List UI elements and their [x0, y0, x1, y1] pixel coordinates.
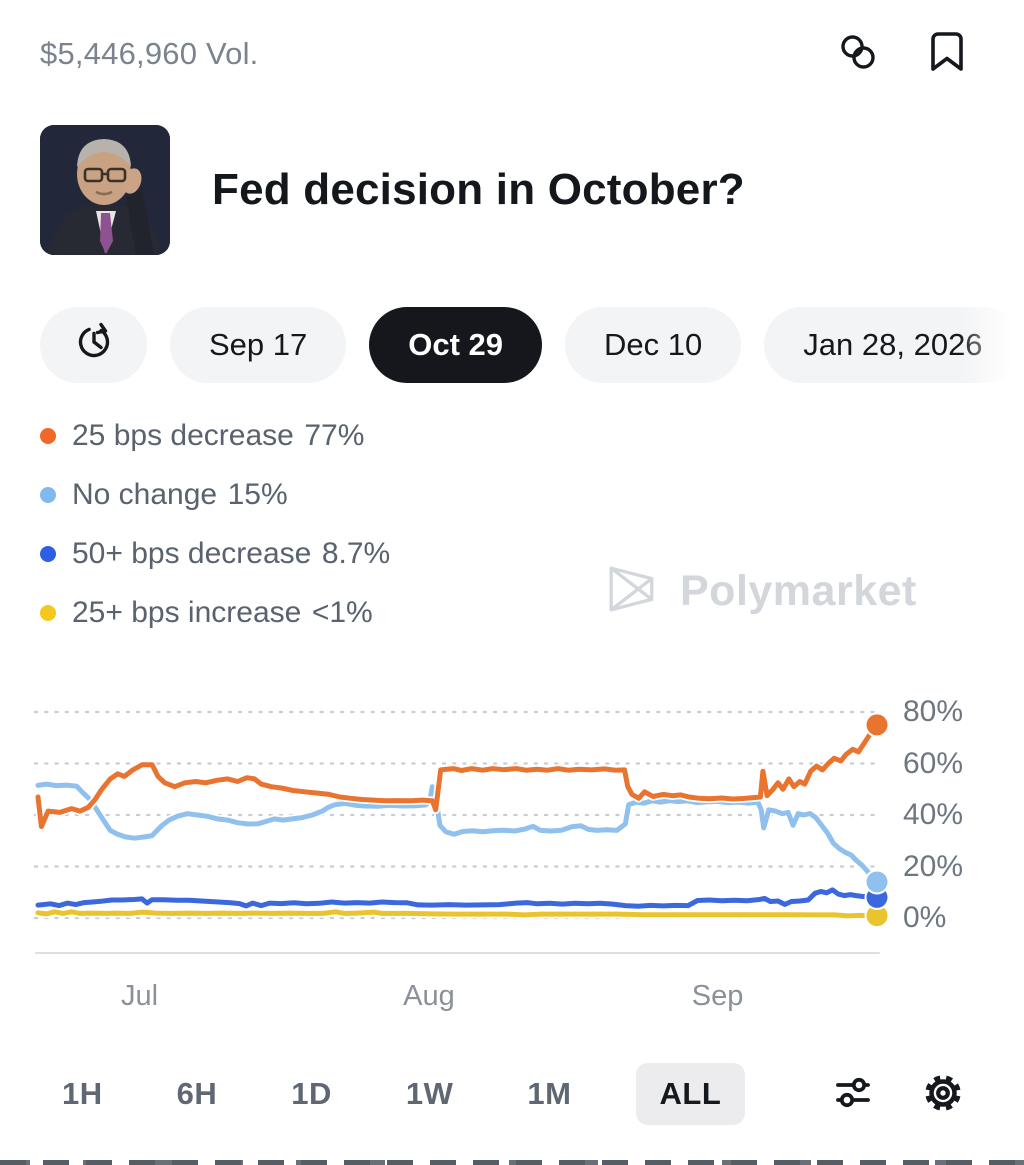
x-tick-label: Jul [120, 980, 159, 1012]
legend-item-25bps-decrease: 25 bps decrease 77% [40, 406, 390, 465]
chart-legend: 25 bps decrease 77% No change 15% 50+ bps … [40, 406, 390, 642]
legend-value: 15% [227, 477, 288, 511]
legend-dot-yellow [40, 604, 56, 621]
volume-label: $5,446,960 Vol. [40, 35, 259, 71]
legend-dot-lightblue [40, 486, 56, 503]
y-tick-label: 60% [903, 746, 964, 780]
x-axis-labels: Jul Aug Sep [0, 980, 1024, 1024]
tab-dec-10[interactable]: Dec 10 [565, 307, 742, 383]
x-tick-label: Aug [403, 980, 455, 1012]
chart-options-button[interactable] [832, 1072, 874, 1117]
legend-item-25bps-increase: 25+ bps increase <1% [40, 583, 390, 642]
history-clock-icon [74, 321, 114, 369]
history-tab[interactable] [40, 307, 147, 383]
x-tick-label: Sep [691, 980, 744, 1012]
legend-label: 25 bps decrease [72, 418, 294, 452]
y-tick-label: 80% [903, 695, 964, 728]
polymarket-watermark: Polymarket [606, 563, 917, 620]
tab-oct-29[interactable]: Oct 29 [369, 307, 543, 383]
bookmark-icon [928, 30, 966, 77]
bookmark-button[interactable] [928, 30, 966, 77]
range-1h[interactable]: 1H [52, 1063, 113, 1125]
settings-button[interactable] [920, 1070, 966, 1119]
sliders-icon [832, 1072, 874, 1117]
range-1w[interactable]: 1W [396, 1063, 464, 1125]
probability-chart[interactable]: 0% 20% 40% 60% 80% [0, 690, 1024, 952]
page-title: Fed decision in October? [212, 165, 745, 214]
range-all[interactable]: ALL [635, 1063, 746, 1125]
outcome-tabs: Sep 17 Oct 29 Dec 10 Jan 28, 2026 [40, 307, 1024, 383]
share-link-button[interactable] [838, 32, 878, 75]
range-1m[interactable]: 1M [517, 1063, 581, 1125]
y-tick-label: 0% [903, 901, 947, 934]
y-axis-labels: 0% 20% 40% 60% 80% [903, 690, 1013, 952]
watermark-brand-text: Polymarket [680, 567, 917, 615]
legend-label: No change [72, 477, 218, 511]
y-tick-label: 40% [903, 798, 964, 831]
title-row: Fed decision in October? [40, 125, 984, 255]
top-bar: $5,446,960 Vol. [40, 30, 966, 77]
legend-label: 50+ bps decrease [72, 536, 312, 570]
polymarket-logo-icon [606, 563, 658, 620]
tab-jan-28-2026[interactable]: Jan 28, 2026 [764, 307, 1022, 383]
y-tick-label: 20% [903, 849, 964, 883]
legend-item-no-change: No change 15% [40, 465, 390, 524]
legend-dot-blue [40, 545, 56, 562]
next-section-cutoff [0, 1160, 1024, 1165]
legend-value: 8.7% [321, 536, 391, 570]
gear-icon [920, 1070, 966, 1119]
market-image [40, 125, 170, 255]
legend-label: 25+ bps increase [72, 595, 302, 629]
legend-value: 77% [304, 418, 365, 452]
range-1d[interactable]: 1D [281, 1063, 342, 1125]
time-range-bar: 1H 6H 1D 1W 1M ALL [52, 1062, 966, 1126]
x-axis-line [35, 952, 880, 954]
chart-canvas[interactable] [33, 690, 890, 952]
legend-dot-orange [40, 427, 56, 444]
tab-sep-17[interactable]: Sep 17 [170, 307, 347, 383]
legend-value: <1% [311, 595, 373, 629]
legend-item-50bps-decrease: 50+ bps decrease 8.7% [40, 524, 390, 583]
range-6h[interactable]: 6H [167, 1063, 228, 1125]
link-icon [838, 32, 878, 75]
